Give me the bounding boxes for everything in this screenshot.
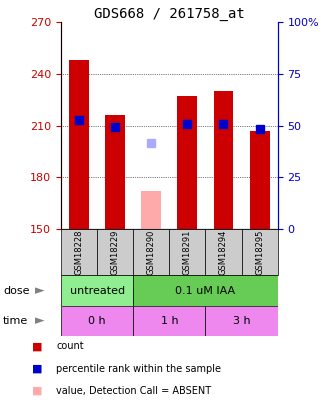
Text: GSM18291: GSM18291 bbox=[183, 229, 192, 275]
Text: 3 h: 3 h bbox=[233, 316, 250, 326]
Bar bbox=[169, 229, 205, 275]
Text: dose: dose bbox=[3, 286, 30, 296]
Bar bbox=[213, 91, 233, 229]
Text: percentile rank within the sample: percentile rank within the sample bbox=[56, 364, 221, 373]
Text: GSM18228: GSM18228 bbox=[74, 229, 83, 275]
Bar bbox=[61, 306, 133, 336]
Title: GDS668 / 261758_at: GDS668 / 261758_at bbox=[94, 7, 245, 21]
Text: GSM18295: GSM18295 bbox=[255, 229, 264, 275]
Text: value, Detection Call = ABSENT: value, Detection Call = ABSENT bbox=[56, 386, 211, 396]
Bar bbox=[69, 60, 89, 229]
Text: 1 h: 1 h bbox=[160, 316, 178, 326]
Bar bbox=[178, 96, 197, 229]
Text: GSM18229: GSM18229 bbox=[111, 229, 120, 275]
Text: time: time bbox=[3, 316, 29, 326]
Text: GSM18290: GSM18290 bbox=[147, 229, 156, 275]
Text: ■: ■ bbox=[32, 341, 43, 351]
Text: count: count bbox=[56, 341, 84, 351]
Text: GSM18294: GSM18294 bbox=[219, 229, 228, 275]
Text: 0 h: 0 h bbox=[88, 316, 106, 326]
Bar bbox=[133, 306, 205, 336]
Text: 0.1 uM IAA: 0.1 uM IAA bbox=[175, 286, 236, 296]
Bar bbox=[242, 229, 278, 275]
Text: ■: ■ bbox=[32, 386, 43, 396]
Bar bbox=[97, 229, 133, 275]
Bar bbox=[133, 275, 278, 306]
Text: untreated: untreated bbox=[70, 286, 125, 296]
Bar bbox=[205, 306, 278, 336]
Bar bbox=[205, 229, 242, 275]
Text: ►: ► bbox=[35, 314, 45, 328]
Bar bbox=[141, 191, 161, 229]
Text: ■: ■ bbox=[32, 364, 43, 373]
Text: ►: ► bbox=[35, 284, 45, 297]
Bar bbox=[61, 275, 133, 306]
Bar bbox=[250, 131, 270, 229]
Bar bbox=[105, 115, 125, 229]
Bar bbox=[61, 229, 97, 275]
Bar bbox=[133, 229, 169, 275]
